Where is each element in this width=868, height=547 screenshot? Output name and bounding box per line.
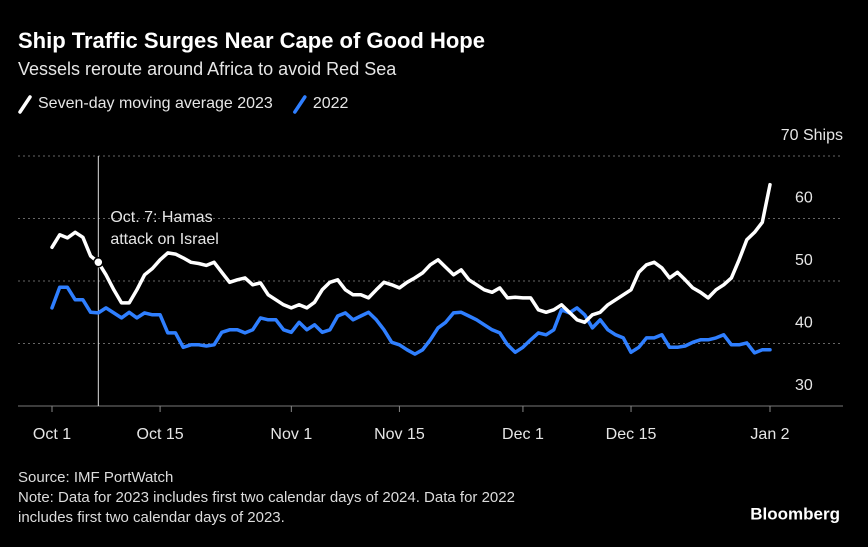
note: includes first two calendar days of 2023…	[18, 509, 285, 526]
line-series	[50, 182, 772, 325]
y-tick-label: 50	[795, 252, 813, 269]
legend-swatch	[18, 95, 32, 114]
legend-label: 2022	[313, 95, 349, 112]
x-tick-label: Dec 1	[502, 426, 544, 443]
note: Note: Data for 2023 includes first two c…	[18, 489, 515, 506]
x-tick-label: Dec 15	[606, 426, 657, 443]
annotation: attack on Israel	[110, 231, 218, 248]
x-tick-label: Jan 2	[750, 426, 789, 443]
x-tick-label: Oct 15	[137, 426, 184, 443]
y-tick-label: 60	[795, 190, 813, 207]
annotation: Oct. 7: Hamas	[110, 209, 212, 226]
x-tick-label: Nov 15	[374, 426, 425, 443]
legend-label: Seven-day moving average 2023	[38, 95, 273, 112]
legend-swatch	[293, 95, 307, 114]
y-tick-label: 30	[795, 377, 813, 394]
brand: Bloomberg	[750, 504, 840, 523]
annotation-dot	[93, 257, 104, 268]
source: Source: IMF PortWatch	[18, 469, 173, 486]
y-tick-label: 40	[795, 315, 813, 332]
x-tick-label: Nov 1	[270, 426, 312, 443]
chart-subtitle: Vessels reroute around Africa to avoid R…	[18, 59, 397, 79]
x-tick-label: Oct 1	[33, 426, 71, 443]
y-tick-label: 70 Ships	[781, 127, 843, 144]
line-series	[50, 285, 772, 356]
chart-title: Ship Traffic Surges Near Cape of Good Ho…	[18, 28, 485, 53]
